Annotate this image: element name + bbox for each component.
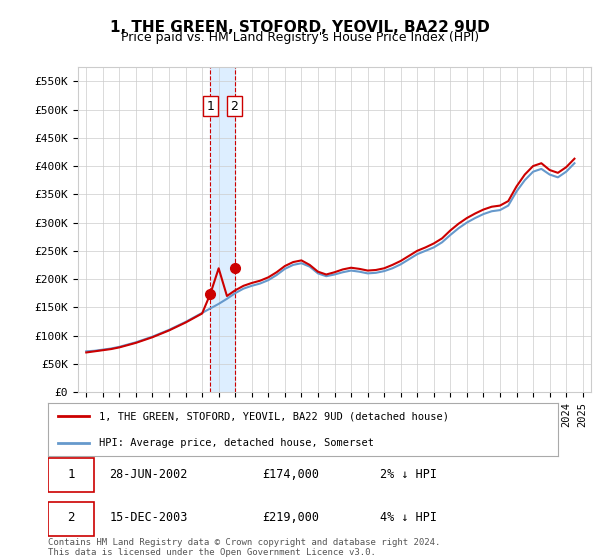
Text: £219,000: £219,000	[262, 511, 319, 524]
Text: 1: 1	[67, 468, 75, 480]
Text: 28-JUN-2002: 28-JUN-2002	[109, 468, 188, 480]
Text: 2% ↓ HPI: 2% ↓ HPI	[380, 468, 437, 480]
Text: £174,000: £174,000	[262, 468, 319, 480]
Text: 15-DEC-2003: 15-DEC-2003	[109, 511, 188, 524]
Text: 2: 2	[67, 511, 75, 524]
Text: 1, THE GREEN, STOFORD, YEOVIL, BA22 9UD (detached house): 1, THE GREEN, STOFORD, YEOVIL, BA22 9UD …	[99, 412, 449, 422]
Text: 2: 2	[230, 100, 238, 113]
FancyBboxPatch shape	[48, 458, 94, 492]
Text: 1, THE GREEN, STOFORD, YEOVIL, BA22 9UD: 1, THE GREEN, STOFORD, YEOVIL, BA22 9UD	[110, 20, 490, 35]
Text: Price paid vs. HM Land Registry's House Price Index (HPI): Price paid vs. HM Land Registry's House …	[121, 31, 479, 44]
Text: 4% ↓ HPI: 4% ↓ HPI	[380, 511, 437, 524]
Text: HPI: Average price, detached house, Somerset: HPI: Average price, detached house, Some…	[99, 438, 374, 448]
FancyBboxPatch shape	[48, 502, 94, 536]
Text: 1: 1	[206, 100, 214, 113]
Bar	[210, 67, 235, 392]
Text: Contains HM Land Registry data © Crown copyright and database right 2024.
This d: Contains HM Land Registry data © Crown c…	[48, 538, 440, 557]
